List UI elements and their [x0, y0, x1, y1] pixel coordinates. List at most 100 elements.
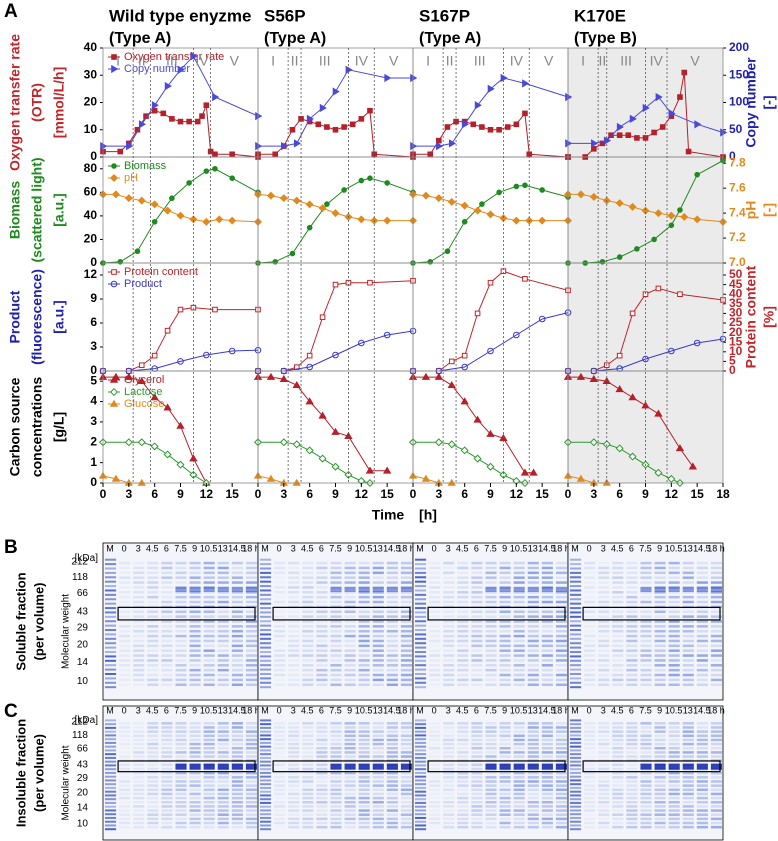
gel-band — [626, 817, 638, 821]
gel-band — [513, 751, 525, 754]
marker — [319, 314, 326, 321]
gel-band — [584, 673, 596, 677]
gel-band — [330, 561, 342, 565]
gel-band — [471, 600, 483, 604]
legend-label: Biomass — [124, 160, 167, 172]
marker — [177, 65, 185, 74]
gel-band — [612, 788, 624, 792]
gel-band — [274, 817, 286, 821]
marker — [176, 460, 185, 469]
gel-band — [640, 586, 652, 592]
gel-band — [161, 673, 173, 677]
gel-band — [231, 776, 243, 779]
gel-band — [260, 786, 272, 789]
gel-band — [443, 825, 455, 829]
gel-band — [584, 825, 596, 829]
gel-band — [710, 561, 722, 565]
gel-band — [640, 629, 652, 633]
marker — [279, 374, 289, 382]
gel-band — [274, 771, 286, 775]
gel-band — [429, 780, 441, 783]
gel-band — [513, 625, 525, 628]
gel-band — [640, 615, 652, 618]
gel-band — [598, 792, 610, 796]
gel-band — [344, 792, 356, 796]
marker — [126, 141, 134, 151]
gel-band — [372, 668, 384, 672]
fraction-label: Insoluble fraction — [13, 719, 28, 827]
gel-band — [541, 634, 553, 638]
gel-band — [499, 586, 511, 592]
gel-band — [302, 821, 314, 825]
gel-band — [513, 763, 525, 770]
phase-label: IV — [195, 53, 209, 69]
gel-band — [372, 734, 384, 738]
lane-label: 9 — [347, 706, 352, 716]
gel-band — [710, 796, 722, 800]
gel-band — [415, 820, 427, 823]
marker — [229, 151, 235, 158]
gel-band — [485, 620, 497, 623]
y-axis-label: [g/L] — [51, 412, 67, 442]
gel-band — [105, 816, 117, 819]
gel-band — [189, 738, 201, 742]
gel-band — [710, 600, 722, 604]
gel-band — [457, 734, 469, 738]
gel-band — [288, 634, 300, 638]
gel-band — [541, 673, 553, 677]
gel-band — [302, 644, 314, 648]
gel-band — [400, 625, 412, 628]
gel-band — [541, 809, 553, 812]
marker — [279, 438, 288, 447]
gel-band — [133, 738, 145, 742]
gel-band — [668, 763, 680, 770]
gel-band — [372, 649, 384, 652]
gel-band — [499, 654, 511, 657]
gel-band — [485, 771, 497, 775]
gel-band — [147, 566, 159, 570]
gel-band — [400, 634, 412, 638]
marker — [357, 215, 366, 224]
gel-band — [640, 561, 652, 565]
gel-band — [386, 755, 398, 758]
y-tick-label: 2 — [90, 434, 97, 448]
gel-band — [217, 801, 229, 804]
lane-label: 0 — [277, 706, 282, 716]
gel-band — [415, 775, 427, 778]
gel-band — [471, 654, 483, 657]
gel-band — [471, 805, 483, 808]
gel-band — [570, 734, 582, 737]
gel-band — [147, 763, 159, 767]
gel-band — [274, 581, 285, 584]
gel-band — [443, 776, 455, 779]
gel-band — [668, 634, 680, 638]
gel-band — [471, 683, 483, 687]
gel-band — [147, 805, 159, 808]
gel-band — [288, 683, 300, 687]
gel-band — [682, 730, 694, 733]
gel-band — [105, 686, 117, 689]
gel-band — [682, 788, 694, 792]
gel-band — [415, 655, 427, 658]
gel-band — [358, 801, 370, 804]
gel-band — [527, 784, 539, 787]
gel-band — [457, 634, 469, 638]
gel-band — [584, 742, 596, 746]
gel-band — [344, 747, 356, 750]
gel-band — [147, 576, 159, 579]
gel-band — [203, 780, 215, 783]
marker — [255, 141, 263, 151]
gel-band — [612, 767, 624, 771]
gel-band — [147, 649, 159, 652]
marker — [460, 397, 469, 405]
gel-band — [654, 610, 666, 614]
gel-band — [203, 809, 215, 812]
gel-band — [570, 783, 582, 786]
gel-band — [189, 825, 201, 829]
gel-band — [584, 610, 596, 614]
highlight-box — [272, 760, 411, 773]
gel-band — [682, 644, 694, 648]
marker — [615, 385, 624, 393]
gel-band — [668, 809, 680, 812]
gel-band — [570, 753, 582, 756]
